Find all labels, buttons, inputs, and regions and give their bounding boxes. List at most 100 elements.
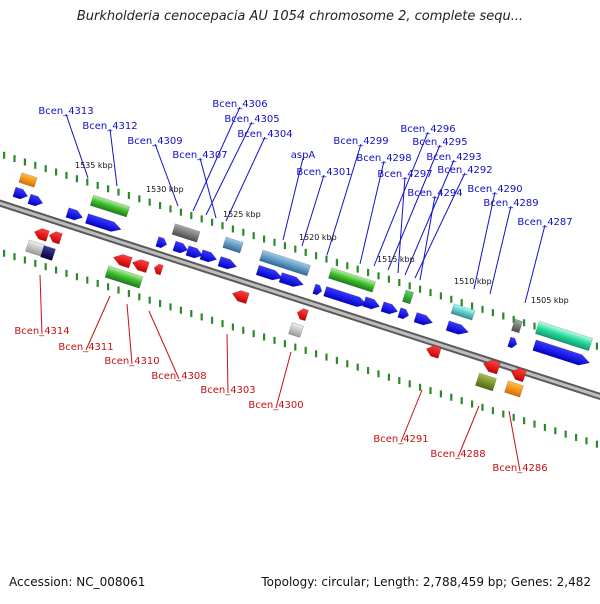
gene-forward-25[interactable] [445, 320, 470, 337]
gene-forward-18[interactable] [323, 286, 369, 309]
gene-forward-10[interactable] [199, 249, 218, 264]
label-bcen_4287[interactable]: Bcen_4287 [517, 217, 572, 228]
label-bcen_4296[interactable]: Bcen_4296 [400, 124, 455, 135]
gene-reverse-10[interactable] [288, 322, 304, 338]
gene-reverse-9[interactable] [296, 307, 309, 322]
gene-forward-5[interactable] [84, 213, 122, 235]
gene-reverse-8[interactable] [231, 288, 250, 305]
label-aspa[interactable]: aspA [291, 150, 316, 161]
label-bcen_4310[interactable]: Bcen_4310 [104, 356, 159, 367]
gene-reverse-4[interactable] [112, 252, 133, 269]
gene-forward-22[interactable] [413, 312, 434, 327]
label-bcen_4312[interactable]: Bcen_4312 [82, 121, 137, 132]
gene-reverse-14[interactable] [475, 372, 497, 392]
gene-forward-27[interactable] [534, 320, 594, 352]
gene-reverse-7[interactable] [104, 265, 144, 289]
gene-forward-0[interactable] [18, 172, 38, 188]
label-bcen_4306[interactable]: Bcen_4306 [212, 99, 267, 110]
gene-forward-4[interactable] [89, 194, 131, 218]
gene-reverse-9[interactable] [296, 307, 309, 322]
gene-reverse-1[interactable] [48, 230, 63, 245]
gene-forward-17[interactable] [328, 267, 376, 293]
gene-forward-16[interactable] [312, 283, 324, 296]
label-bcen_4293[interactable]: Bcen_4293 [426, 152, 481, 163]
gene-forward-5[interactable] [84, 213, 122, 235]
gene-forward-19[interactable] [362, 296, 381, 311]
gene-forward-2[interactable] [27, 193, 44, 208]
label-bcen_4304[interactable]: Bcen_4304 [237, 129, 292, 140]
gene-forward-26[interactable] [510, 318, 524, 334]
gene-forward-16[interactable] [312, 283, 324, 296]
gene-forward-1[interactable] [12, 186, 29, 201]
gene-forward-25[interactable] [445, 320, 470, 337]
gene-forward-18[interactable] [323, 286, 369, 309]
gene-forward-11[interactable] [217, 256, 238, 271]
label-bcen_4308[interactable]: Bcen_4308 [151, 371, 206, 382]
gene-forward-12[interactable] [222, 236, 244, 254]
label-bcen_4291[interactable]: Bcen_4291 [373, 434, 428, 445]
gene-forward-3[interactable] [65, 207, 84, 222]
gene-reverse-1[interactable] [48, 230, 63, 245]
gene-reverse-11[interactable] [425, 344, 442, 359]
gene-forward-21[interactable] [397, 307, 411, 321]
gene-reverse-15[interactable] [504, 380, 524, 398]
gene-forward-8[interactable] [172, 240, 189, 255]
gene-reverse-12[interactable] [482, 358, 501, 375]
gene-forward-26[interactable] [510, 318, 524, 334]
gene-forward-24[interactable] [450, 303, 476, 321]
label-bcen_4298[interactable]: Bcen_4298 [356, 153, 411, 164]
gene-reverse-7[interactable] [104, 265, 144, 289]
gene-reverse-15[interactable] [504, 380, 524, 398]
gene-forward-7[interactable] [171, 223, 201, 243]
label-bcen_4303[interactable]: Bcen_4303 [200, 385, 255, 396]
gene-forward-12[interactable] [222, 236, 244, 254]
gene-forward-29[interactable] [507, 336, 519, 349]
label-bcen_4299[interactable]: Bcen_4299 [333, 136, 388, 147]
label-bcen_4314[interactable]: Bcen_4314 [14, 326, 69, 337]
label-bcen_4294[interactable]: Bcen_4294 [407, 188, 462, 199]
gene-forward-29[interactable] [507, 336, 519, 349]
gene-forward-28[interactable] [532, 339, 592, 368]
gene-forward-22[interactable] [413, 312, 434, 327]
gene-reverse-3[interactable] [40, 245, 56, 261]
gene-forward-28[interactable] [532, 339, 592, 368]
gene-reverse-3[interactable] [40, 245, 56, 261]
gene-reverse-0[interactable] [33, 227, 50, 242]
gene-forward-20[interactable] [380, 301, 399, 316]
label-bcen_4286[interactable]: Bcen_4286 [492, 463, 547, 474]
gene-forward-3[interactable] [65, 207, 84, 222]
gene-forward-13[interactable] [259, 249, 311, 277]
gene-reverse-14[interactable] [475, 372, 497, 392]
gene-forward-10[interactable] [199, 249, 218, 264]
label-bcen_4300[interactable]: Bcen_4300 [248, 400, 303, 411]
label-bcen_4290[interactable]: Bcen_4290 [467, 184, 522, 195]
gene-reverse-13[interactable] [509, 366, 527, 383]
label-bcen_4301[interactable]: Bcen_4301 [296, 167, 351, 178]
gene-reverse-6[interactable] [153, 263, 164, 276]
gene-forward-15[interactable] [278, 272, 305, 290]
gene-forward-20[interactable] [380, 301, 399, 316]
gene-reverse-10[interactable] [288, 322, 304, 338]
gene-reverse-4[interactable] [112, 252, 133, 269]
gene-forward-9[interactable] [185, 245, 204, 260]
label-bcen_4309[interactable]: Bcen_4309 [127, 136, 182, 147]
gene-reverse-0[interactable] [33, 227, 50, 242]
gene-reverse-8[interactable] [231, 288, 250, 305]
gene-forward-19[interactable] [362, 296, 381, 311]
gene-forward-1[interactable] [12, 186, 29, 201]
gene-forward-4[interactable] [89, 194, 131, 218]
label-bcen_4305[interactable]: Bcen_4305 [224, 114, 279, 125]
gene-forward-14[interactable] [255, 264, 284, 282]
gene-reverse-12[interactable] [482, 358, 501, 375]
gene-forward-6[interactable] [155, 236, 169, 250]
label-bcen_4295[interactable]: Bcen_4295 [412, 137, 467, 148]
gene-reverse-11[interactable] [425, 344, 442, 359]
gene-forward-11[interactable] [217, 256, 238, 271]
gene-forward-6[interactable] [155, 236, 169, 250]
label-bcen_4288[interactable]: Bcen_4288 [430, 449, 485, 460]
gene-forward-15[interactable] [278, 272, 305, 290]
gene-forward-2[interactable] [27, 193, 44, 208]
gene-reverse-13[interactable] [509, 366, 527, 383]
